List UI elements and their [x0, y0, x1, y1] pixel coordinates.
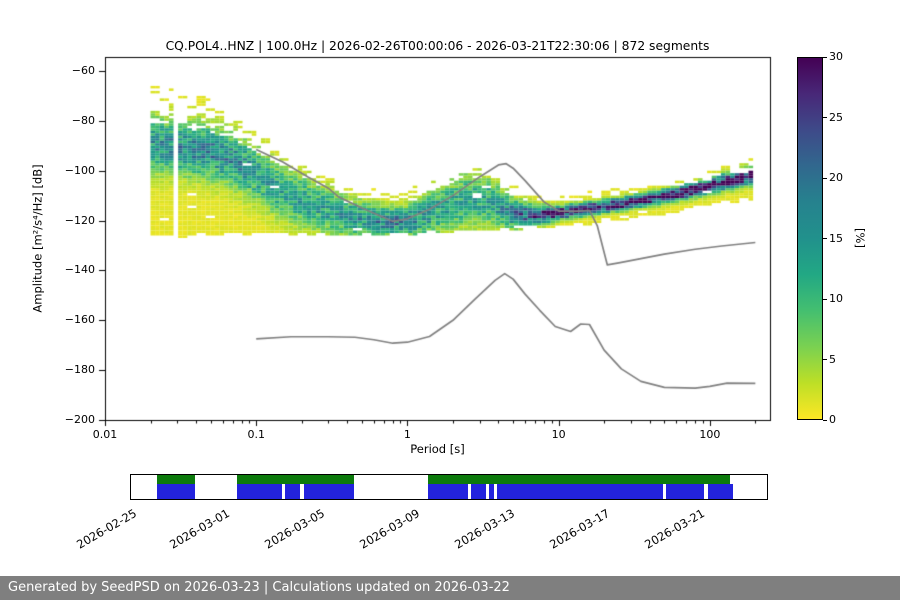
coverage-segment-blue — [236, 484, 282, 499]
colorbar — [797, 57, 823, 420]
coverage-segment-blue — [428, 484, 469, 499]
coverage-segment-blue — [489, 484, 494, 499]
coverage-segment-blue — [665, 484, 705, 499]
coverage-segment-blue — [471, 484, 486, 499]
coverage-segment-blue — [284, 484, 301, 499]
coverage-segment-blue — [157, 484, 195, 499]
coverage-segment-blue — [496, 484, 663, 499]
coverage-timeline-bar — [130, 474, 768, 500]
coverage-segment-green — [428, 475, 731, 484]
footer-bar: Generated by SeedPSD on 2026-03-23 | Cal… — [0, 576, 900, 600]
plot-title: CQ.POL4..HNZ | 100.0Hz | 2026-02-26T00:0… — [165, 39, 710, 53]
coverage-timeline-lanes — [131, 475, 767, 499]
coverage-segment-blue — [303, 484, 355, 499]
y-axis-label: Amplitude [m²/s⁴/Hz] [dB] — [30, 164, 45, 313]
coverage-segment-blue — [707, 484, 733, 499]
x-axis-label: Period [s] — [410, 442, 465, 456]
footer-text: Generated by SeedPSD on 2026-03-23 | Cal… — [8, 580, 510, 595]
coverage-segment-green — [157, 475, 195, 484]
colorbar-label: [%] — [853, 228, 867, 248]
coverage-segment-green — [236, 475, 355, 484]
